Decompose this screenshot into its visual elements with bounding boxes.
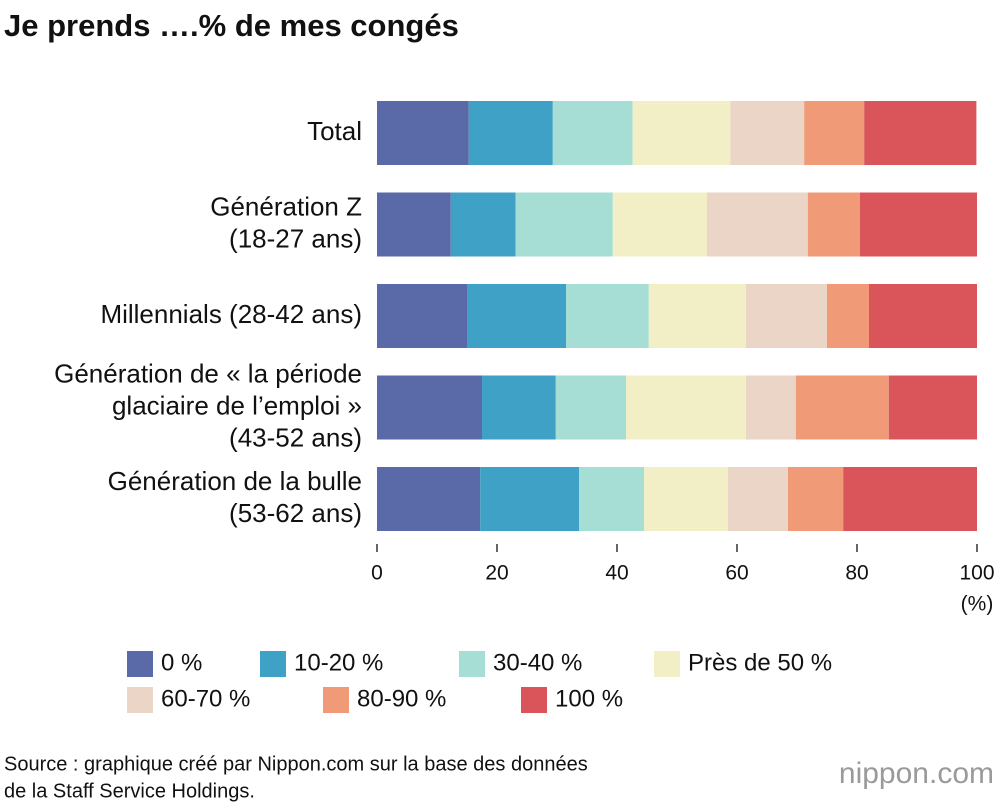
bar-segment <box>450 192 516 257</box>
bar-segment <box>552 101 633 165</box>
legend-swatch <box>521 687 547 713</box>
category-label: (18-27 ans) <box>229 223 362 253</box>
bar-segment <box>377 192 451 257</box>
x-unit: (%) <box>961 593 994 616</box>
source-line: de la Staff Service Holdings. <box>4 780 255 802</box>
legend-label: Près de 50 % <box>688 649 832 676</box>
bar-segment <box>864 101 977 165</box>
bar-segment <box>746 375 796 440</box>
legend-swatch <box>127 651 153 677</box>
category-label: (43-52 ans) <box>229 422 362 452</box>
bar-segment <box>728 467 788 531</box>
x-tick-label: 60 <box>725 562 748 585</box>
bar-segment <box>480 467 580 531</box>
legend-label: 100 % <box>555 685 623 712</box>
bar-segment <box>482 375 556 440</box>
bar-segment <box>377 101 469 165</box>
legend-swatch <box>127 687 153 713</box>
category-label: Génération Z <box>210 191 362 221</box>
bar-segment <box>377 467 481 531</box>
bar-segment <box>804 101 865 165</box>
bar-segment <box>843 467 977 531</box>
x-tick-label: 20 <box>485 562 508 585</box>
bar-segment <box>515 192 613 257</box>
bar-segment <box>746 284 827 348</box>
category-label: glaciaire de l’emploi » <box>112 390 362 420</box>
category-label: (53-62 ans) <box>229 498 362 528</box>
source-line: Source : graphique créé par Nippon.com s… <box>4 753 588 775</box>
logo: nippon.com <box>839 757 994 790</box>
bar-segment <box>612 192 707 257</box>
bar-segment <box>860 192 977 257</box>
bar-segment <box>795 375 889 440</box>
bar-segment <box>888 375 977 440</box>
category-label: Millennials (28-42 ans) <box>100 299 362 329</box>
category-label: Génération de la bulle <box>108 466 362 496</box>
bar-segment <box>807 192 860 257</box>
bar-segment <box>468 101 553 165</box>
bar-segment <box>626 375 746 440</box>
bar-segment <box>566 284 649 348</box>
category-label: Total <box>307 116 362 146</box>
bar-segment <box>648 284 746 348</box>
legend-swatch <box>654 651 680 677</box>
bar-segment <box>377 375 482 440</box>
bar-segment <box>467 284 566 348</box>
bar-segment <box>707 192 808 257</box>
category-label: Génération de « la période <box>54 358 362 388</box>
legend-swatch <box>323 687 349 713</box>
bar-segment <box>788 467 844 531</box>
bar-segment <box>579 467 644 531</box>
bar-segment <box>644 467 728 531</box>
legend-swatch <box>260 651 286 677</box>
bar-segment <box>555 375 626 440</box>
legend-label: 80-90 % <box>357 685 446 712</box>
bar-segment <box>632 101 731 165</box>
x-tick-label: 100 <box>959 562 994 585</box>
x-tick-label: 0 <box>371 562 383 585</box>
bar-segment <box>730 101 805 165</box>
legend-label: 10-20 % <box>294 649 383 676</box>
legend-label: 60-70 % <box>161 685 250 712</box>
bar-segment <box>827 284 869 348</box>
x-tick-label: 80 <box>845 562 868 585</box>
legend-swatch <box>459 651 485 677</box>
chart-title: Je prends ….% de mes congés <box>4 8 459 43</box>
legend-label: 0 % <box>161 649 202 676</box>
bar-segment <box>869 284 977 348</box>
bar-segment <box>377 284 467 348</box>
legend-label: 30-40 % <box>493 649 582 676</box>
x-tick-label: 40 <box>605 562 628 585</box>
